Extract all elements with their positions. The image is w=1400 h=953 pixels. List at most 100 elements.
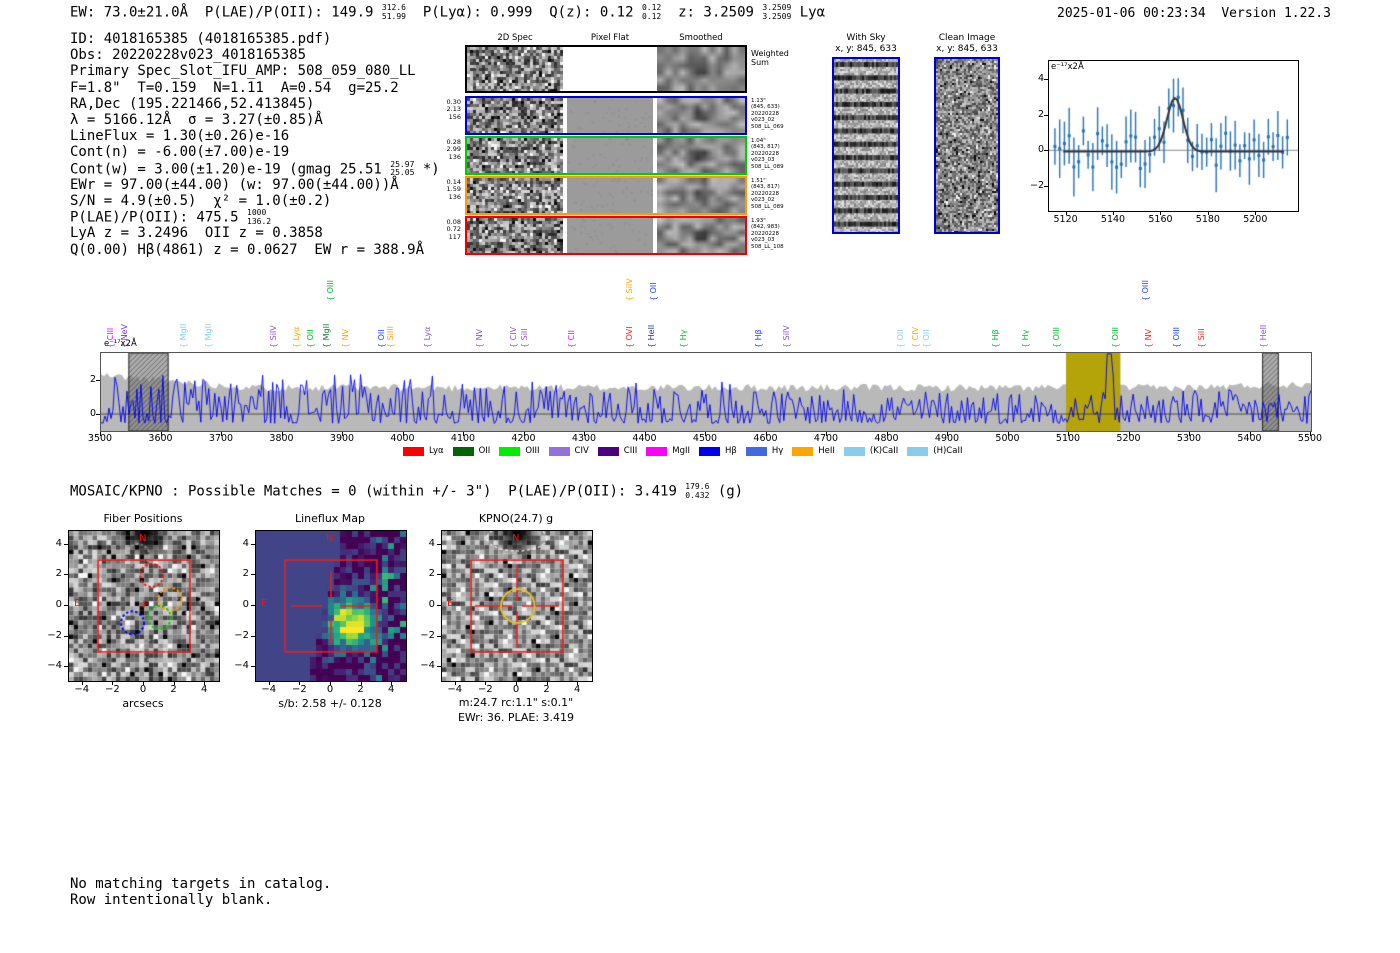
axis-tick-mark (886, 432, 888, 436)
axis-tick-mark (64, 574, 68, 576)
axis-tick-label: 0 (326, 684, 334, 695)
axis-tick-label: 0 (242, 599, 249, 610)
axis-tick-mark (485, 681, 487, 685)
emission-line-label: { OIII (326, 279, 336, 301)
spec2d-flat-canvas (567, 47, 653, 91)
emission-line-label: { Hβ (753, 329, 763, 348)
spectrum-ylabel: e⁻¹⁷x2Å (104, 339, 137, 349)
emission-line-label: { OVI (625, 326, 635, 348)
axis-tick-mark (437, 574, 441, 576)
axis-tick-label: 4300 (571, 433, 597, 444)
axis-tick-mark (143, 681, 144, 685)
spec2d-row (465, 45, 747, 93)
emission-line-label: { OII (922, 329, 932, 348)
axis-tick-mark (1007, 432, 1009, 436)
spec2d-smoothed-canvas (657, 98, 745, 133)
spec2d-row-right-label: 1.04" (843, 817) 20220228 v023_03 508_LL… (751, 138, 784, 170)
axis-tick-label: 4 (201, 684, 208, 695)
axis-tick-label: −2 (1029, 180, 1044, 191)
sky-panel-box (934, 57, 1000, 234)
axis-tick-label: 4 (574, 684, 581, 695)
axis-tick-mark (705, 432, 706, 436)
spec2d-row-right-label: 1.93" (842, 983) 20220228 v023_03 508_LL… (751, 218, 784, 250)
emission-line-label: { CII (566, 330, 576, 348)
legend-label: (K)CaII (869, 446, 899, 456)
axis-tick-label: 3700 (208, 433, 234, 444)
spec2d-row-left-label: 0.14 1.59 136 (446, 178, 461, 201)
emission-line-label: { MgII (321, 323, 331, 348)
info-line: Q(0.00) Hβ(4861) z = 0.0627 EW r = 388.9… (70, 241, 425, 258)
spec2d-row (465, 216, 747, 255)
axis-tick-mark (523, 432, 525, 436)
axis-tick-label: 4600 (753, 433, 778, 444)
axis-tick-mark (391, 681, 393, 685)
emission-line-label: { NV (474, 328, 484, 348)
emission-line-label: { SiII (519, 328, 529, 348)
spec2d-row-right-label: Weighted Sum (751, 49, 789, 67)
axis-tick-label: 4200 (511, 433, 536, 444)
spec2d-2d-canvas (467, 138, 563, 173)
emission-line-label: { SiIII (386, 325, 396, 348)
axis-tick-label: 3800 (269, 433, 294, 444)
axis-tick-mark (1044, 186, 1048, 187)
cutout-title: Fiber Positions (103, 512, 183, 525)
axis-tick-label: −4 (420, 660, 435, 672)
axis-tick-label: −4 (234, 660, 249, 672)
axis-tick-label: 2 (1037, 108, 1044, 120)
spec2d-row-left-label: 0.08 0.72 117 (446, 218, 461, 241)
cutout-caption: arcsecs (122, 697, 164, 710)
axis-tick-label: −4 (74, 684, 90, 695)
compass-north-label: N (512, 533, 520, 544)
cutout-caption: m:24.7 rc:1.1" s:0.1" (458, 696, 574, 709)
emission-line-label: { Hβ (991, 329, 1001, 348)
legend-swatch (548, 446, 570, 456)
axis-tick-label: −2 (234, 629, 249, 641)
info-line: S/N = 4.9(±0.5) χ² = 1.0(±0.2) (70, 193, 332, 209)
emission-line-label: { Hγ (1020, 329, 1030, 348)
axis-tick-mark (251, 666, 255, 668)
axis-tick-mark (330, 681, 331, 685)
axis-tick-mark (826, 432, 827, 436)
legend-item: Lyα (403, 446, 444, 456)
compass-north-label: N (139, 533, 147, 544)
axis-tick-mark (1255, 211, 1257, 215)
spec2d-2d-canvas (467, 218, 563, 253)
axis-tick-label: −4 (447, 684, 463, 695)
axis-tick-label: 4 (242, 537, 249, 549)
spec2d-smoothed-canvas (657, 218, 745, 253)
emission-line-label: { NV (341, 328, 351, 348)
axis-tick-mark (1310, 432, 1311, 436)
legend-label: (H)CaII (933, 446, 963, 456)
axis-tick-label: 2 (55, 568, 62, 580)
axis-tick-mark (584, 432, 585, 436)
spec2d-2d-canvas (467, 98, 563, 133)
emission-line-label: { NeV (119, 323, 129, 348)
axis-tick-label: 2 (89, 374, 96, 386)
axis-tick-label: 2 (357, 684, 364, 695)
emission-line-label: { CIII (105, 327, 115, 348)
fit-plot-ylabel: e⁻¹⁷x2Å (1051, 62, 1084, 72)
legend-label: Lyα (429, 446, 444, 456)
cutout-title: Lineflux Map (294, 512, 366, 525)
legend-swatch (907, 446, 929, 456)
legend-item: MgII (646, 446, 690, 456)
axis-tick-label: 4400 (632, 433, 657, 444)
compass-east-label: E (447, 598, 454, 609)
axis-tick-label: 2 (242, 568, 249, 580)
axis-tick-mark (437, 635, 441, 637)
axis-tick-label: 4800 (874, 433, 899, 444)
emission-line-label: { CIV (508, 326, 518, 348)
axis-tick-mark (96, 414, 100, 416)
emission-line-label: { CIV (911, 326, 921, 348)
cutout-box (441, 530, 593, 682)
legend-label: OIII (525, 446, 540, 456)
info-line: EWr = 97.00(±44.00) (w: 97.00(±44.00))Å (70, 176, 399, 193)
info-line: LineFlux = 1.30(±0.26)e-16 (70, 128, 290, 145)
axis-tick-label: 0 (89, 408, 96, 420)
emission-line-label: { Lyα (292, 326, 302, 348)
info-line: Primary Spec_Slot_IFU_AMP: 508_059_080_L… (70, 63, 416, 80)
spec2d-2d-canvas (467, 47, 563, 91)
emission-line-label: { OII (306, 329, 316, 348)
